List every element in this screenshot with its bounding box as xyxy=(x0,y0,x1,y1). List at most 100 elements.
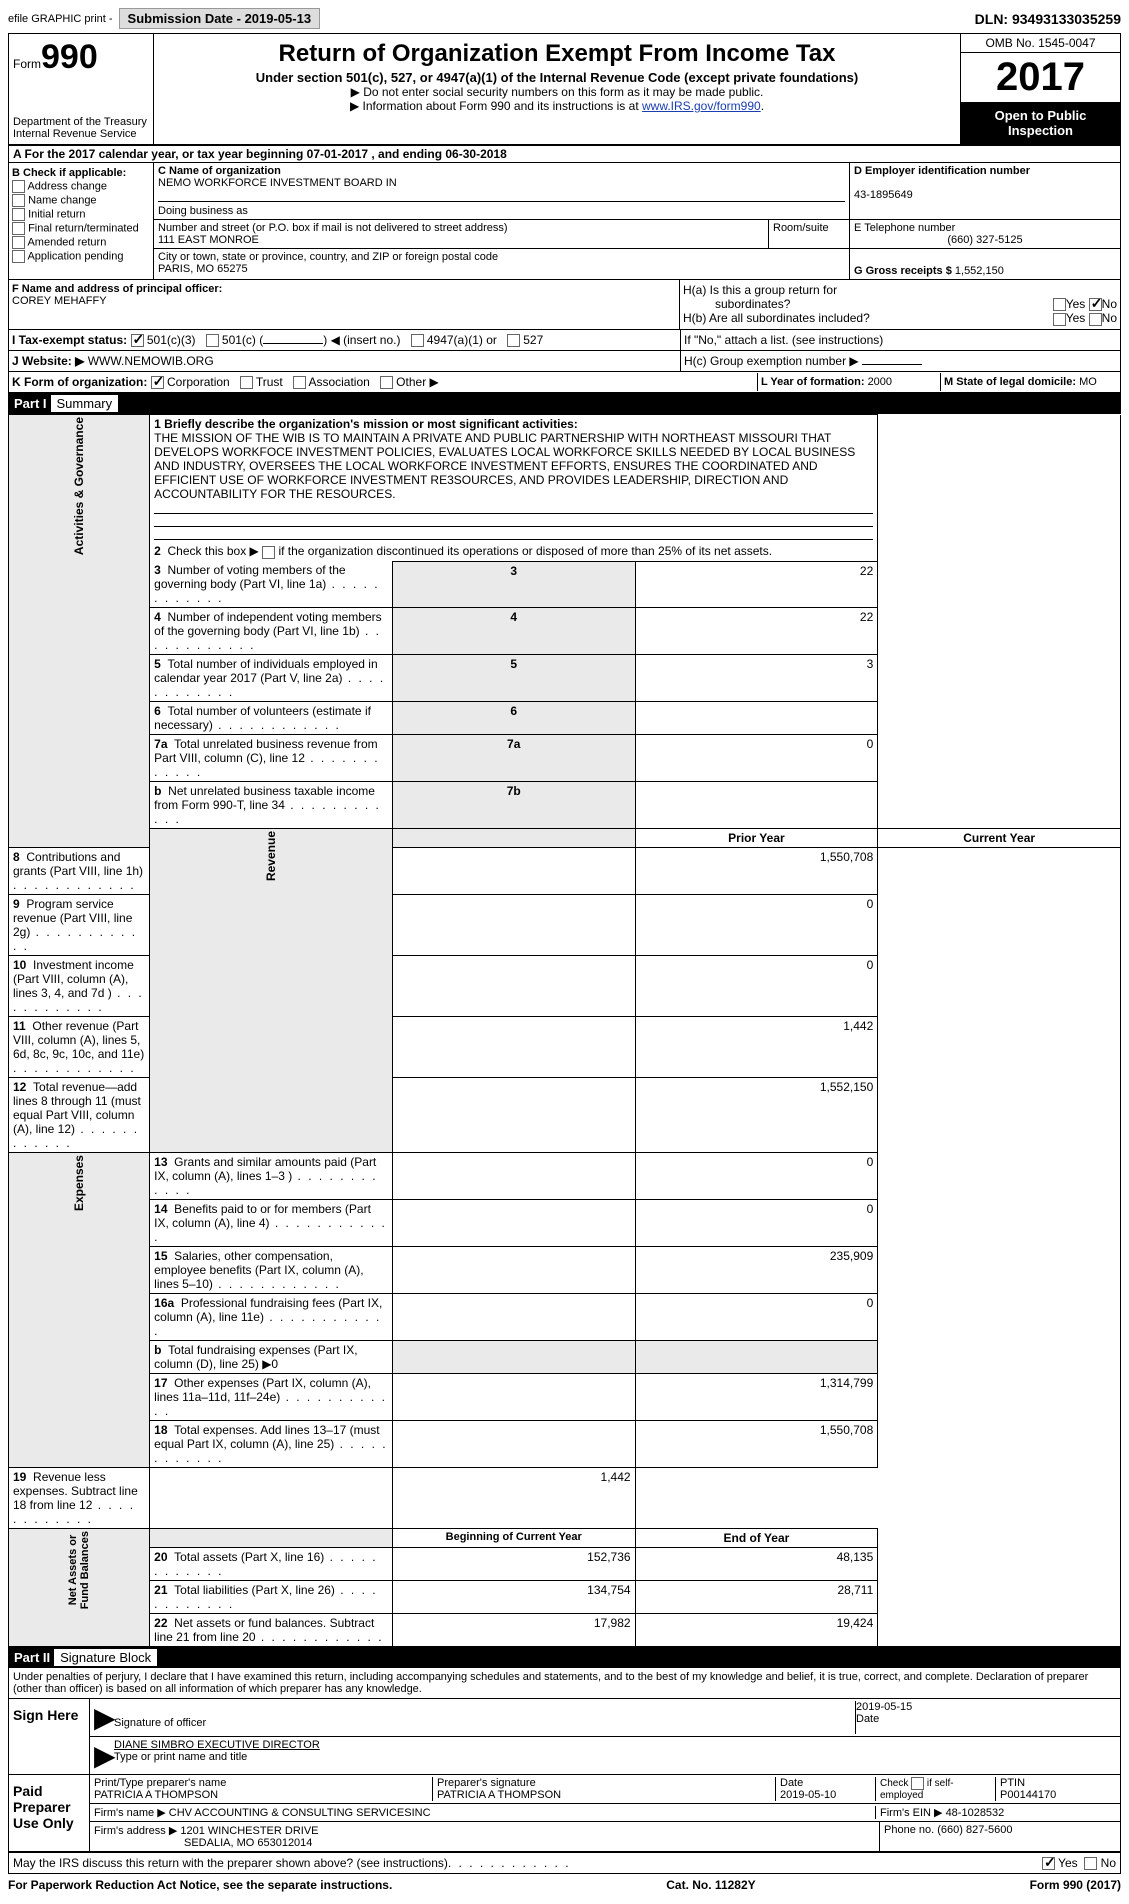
checkbox-self-employed[interactable] xyxy=(911,1777,924,1790)
city: PARIS, MO 65275 xyxy=(158,263,248,275)
open-public-label: Open to Public Inspection xyxy=(961,102,1120,144)
checkbox-501c3[interactable] xyxy=(131,334,144,347)
beginning-year-header: Beginning of Current Year xyxy=(392,1529,635,1548)
signature-block: Under penalties of perjury, I declare th… xyxy=(8,1668,1121,1874)
mission-label: 1 Briefly describe the organization's mi… xyxy=(154,417,578,431)
side-label-expenses: Expenses xyxy=(72,1155,86,1211)
pra-notice: For Paperwork Reduction Act Notice, see … xyxy=(8,1878,392,1892)
check-b-label: B Check if applicable: xyxy=(12,167,126,179)
org-name-label: C Name of organization xyxy=(158,165,281,177)
block-fh: F Name and address of principal officer:… xyxy=(8,280,1121,330)
paid-preparer-label: Paid Preparer Use Only xyxy=(9,1775,89,1851)
firm-phone: (660) 827-5600 xyxy=(937,1824,1012,1836)
checkbox-initial-return[interactable] xyxy=(12,208,25,221)
checkbox-corp[interactable] xyxy=(151,376,164,389)
firm-address: 1201 WINCHESTER DRIVE xyxy=(180,1825,318,1837)
checkbox-irs-yes[interactable] xyxy=(1042,1857,1055,1870)
block-h: H(a) Is this a group return for subordin… xyxy=(680,280,1120,329)
gross-label: G Gross receipts $ xyxy=(854,265,955,277)
tax-year: 2017 xyxy=(961,53,1120,102)
check-b-column: B Check if applicable: Address change Na… xyxy=(9,163,154,279)
line-k: K Form of organization: Corporation Trus… xyxy=(8,372,1121,393)
sig-officer-label: Signature of officer xyxy=(114,1717,206,1729)
omb-number: OMB No. 1545-0047 xyxy=(961,34,1120,53)
note-ssn: ▶ Do not enter social security numbers o… xyxy=(164,85,950,99)
sig-date: 2019-05-15 xyxy=(856,1701,912,1713)
checkbox-subs-no[interactable] xyxy=(1089,313,1102,326)
checkbox-address-change[interactable] xyxy=(12,180,25,193)
street: 111 EAST MONROE xyxy=(158,234,259,246)
firm-name: CHV ACCOUNTING & CONSULTING SERVICESINC xyxy=(169,1807,431,1819)
preparer-name: PATRICIA A THOMPSON xyxy=(94,1789,218,1801)
phone-label: E Telephone number xyxy=(854,222,955,234)
checkbox-final-return[interactable] xyxy=(12,222,25,235)
checkbox-group-no[interactable] xyxy=(1089,298,1102,311)
state-domicile-label: M State of legal domicile: xyxy=(944,376,1076,388)
year-formation-label: L Year of formation: xyxy=(761,376,868,388)
irs-link[interactable]: www.IRS.gov/form990 xyxy=(642,99,761,113)
form-org-label: K Form of organization: xyxy=(12,375,147,389)
checkbox-irs-no[interactable] xyxy=(1084,1857,1097,1870)
part-ii-header: Part IISignature Block xyxy=(8,1647,1121,1668)
ein: 43-1895649 xyxy=(854,189,913,201)
penalty-text: Under penalties of perjury, I declare th… xyxy=(9,1668,1120,1699)
top-bar: efile GRAPHIC print - Submission Date - … xyxy=(8,8,1121,29)
side-label-governance: Activities & Governance xyxy=(72,417,86,555)
section-a: A For the 2017 calendar year, or tax yea… xyxy=(8,146,1121,163)
header-block-bcd: B Check if applicable: Address change Na… xyxy=(8,163,1121,280)
firm-ein: 48-1028532 xyxy=(946,1807,1005,1819)
side-label-net-assets: Net Assets or Fund Balances xyxy=(67,1531,91,1609)
form-footer: Form 990 (2017) xyxy=(1030,1878,1121,1892)
room-label: Room/suite xyxy=(769,220,849,248)
page-footer: For Paperwork Reduction Act Notice, see … xyxy=(8,1874,1121,1896)
mission-text: THE MISSION OF THE WIB IS TO MAINTAIN A … xyxy=(154,431,855,501)
org-name: NEMO WORKFORCE INVESTMENT BOARD IN xyxy=(158,177,397,189)
officer-typed-name: DIANE SIMBRO EXECUTIVE DIRECTOR xyxy=(114,1739,320,1751)
form-header: Form990 Department of the Treasury Inter… xyxy=(8,33,1121,146)
line-2: 2 Check this box ▶ if the organization d… xyxy=(154,544,772,558)
officer-label: F Name and address of principal officer: xyxy=(12,283,222,295)
checkbox-group-yes[interactable] xyxy=(1053,298,1066,311)
submission-button[interactable]: Submission Date - 2019-05-13 xyxy=(119,8,321,29)
state-domicile: MO xyxy=(1079,376,1097,388)
form-subtitle: Under section 501(c), 527, or 4947(a)(1)… xyxy=(164,70,950,85)
checkbox-4947[interactable] xyxy=(411,334,424,347)
preparer-date: 2019-05-10 xyxy=(780,1789,836,1801)
tax-status-label: I Tax-exempt status: xyxy=(12,333,127,347)
checkbox-subs-yes[interactable] xyxy=(1053,313,1066,326)
checkbox-trust[interactable] xyxy=(240,376,253,389)
city-label: City or town, state or province, country… xyxy=(158,251,498,263)
note-info: ▶ Information about Form 990 and its ins… xyxy=(164,99,950,113)
preparer-signature: PATRICIA A THOMPSON xyxy=(437,1789,561,1801)
phone: (660) 327-5125 xyxy=(854,234,1116,246)
efile-label: efile GRAPHIC print - xyxy=(8,13,113,25)
prior-year-header: Prior Year xyxy=(635,829,878,848)
website-url: WWW.NEMOWIB.ORG xyxy=(88,354,214,368)
checkbox-name-change[interactable] xyxy=(12,194,25,207)
street-label: Number and street (or P.O. box if mail i… xyxy=(158,222,508,234)
dba-label: Doing business as xyxy=(158,201,845,217)
line-j: J Website: ▶ WWW.NEMOWIB.ORG H(c) Group … xyxy=(8,351,1121,372)
gross: 1,552,150 xyxy=(955,265,1004,277)
checkbox-527[interactable] xyxy=(507,334,520,347)
checkbox-discontinued[interactable] xyxy=(262,546,275,559)
summary-table: Activities & Governance 1 Briefly descri… xyxy=(8,414,1121,1647)
end-year-header: End of Year xyxy=(635,1529,878,1548)
form-title: Return of Organization Exempt From Incom… xyxy=(164,40,950,68)
side-label-revenue: Revenue xyxy=(264,831,278,881)
checkbox-other[interactable] xyxy=(380,376,393,389)
ein-label: D Employer identification number xyxy=(854,165,1030,177)
irs-discuss-label: May the IRS discuss this return with the… xyxy=(13,1856,448,1870)
form-number: Form990 xyxy=(13,38,149,77)
checkbox-assoc[interactable] xyxy=(293,376,306,389)
checkbox-501c[interactable] xyxy=(206,334,219,347)
current-year-header: Current Year xyxy=(878,829,1121,848)
dln: DLN: 93493133035259 xyxy=(975,11,1121,27)
dept-label: Department of the Treasury Internal Reve… xyxy=(13,116,147,140)
year-formation: 2000 xyxy=(868,376,892,388)
checkbox-amended[interactable] xyxy=(12,236,25,249)
website-label: J Website: ▶ xyxy=(12,354,84,368)
checkbox-application-pending[interactable] xyxy=(12,250,25,263)
ptin: P00144170 xyxy=(1000,1789,1056,1801)
part-i-header: Part ISummary xyxy=(8,393,1121,414)
